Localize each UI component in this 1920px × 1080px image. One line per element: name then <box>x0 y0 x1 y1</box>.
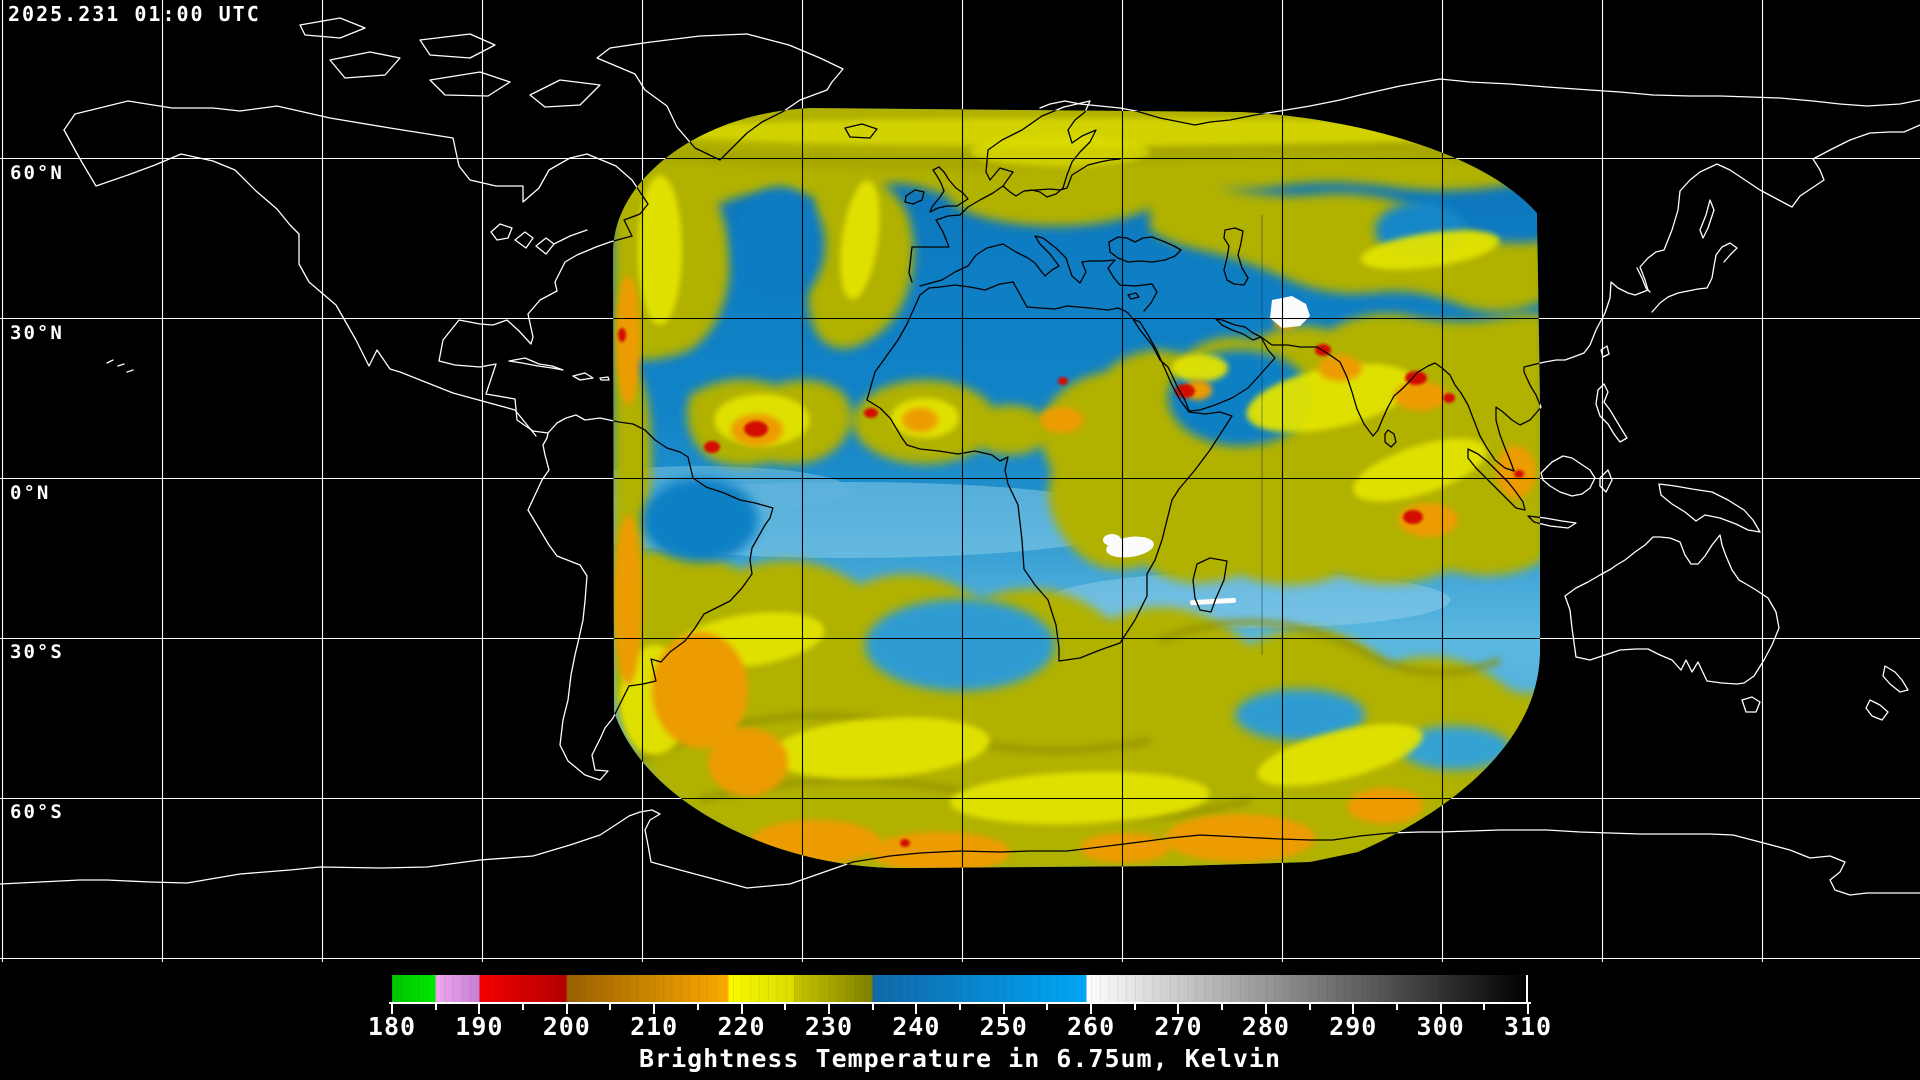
latitude-label: 30°N <box>10 322 64 344</box>
latitude-label: 0°N <box>10 482 51 504</box>
warm-white-spots <box>1103 296 1310 606</box>
timestamp-label: 2025.231 01:00 UTC <box>8 2 261 26</box>
satellite-data-region <box>613 108 1540 868</box>
latitude-label: 60°S <box>10 801 64 823</box>
latitude-label: 30°S <box>10 641 64 663</box>
latitude-label: 60°N <box>10 162 64 184</box>
